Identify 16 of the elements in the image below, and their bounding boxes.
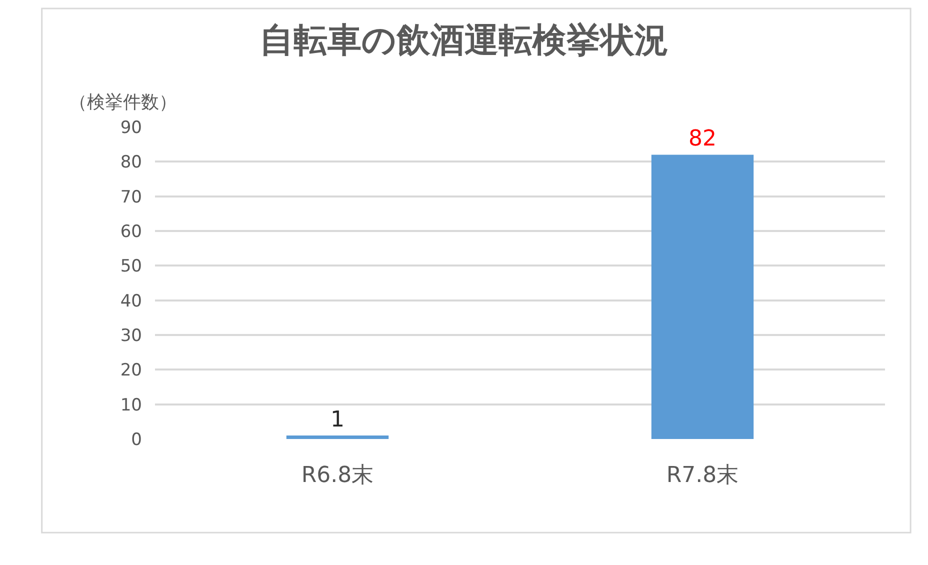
y-tick-label: 10: [120, 395, 142, 416]
chart-title: 自転車の飲酒運転検挙状況: [260, 20, 668, 60]
y-tick-label: 30: [120, 326, 142, 346]
y-tick-label: 20: [120, 360, 142, 381]
y-tick-label: 60: [120, 222, 142, 242]
y-tick-label: 50: [120, 256, 142, 277]
data-label: 1: [330, 408, 344, 433]
y-tick-label: 40: [120, 291, 142, 312]
y-tick-label: 70: [120, 187, 142, 208]
x-tick-label: R6.8末: [301, 463, 374, 488]
y-axis-title: （検挙件数）: [69, 92, 177, 113]
x-tick-label: R7.8末: [666, 463, 739, 488]
y-tick-label: 90: [120, 118, 142, 138]
y-tick-label: 0: [131, 430, 142, 450]
data-label: 82: [688, 126, 716, 152]
y-tick-label: 80: [120, 152, 142, 173]
